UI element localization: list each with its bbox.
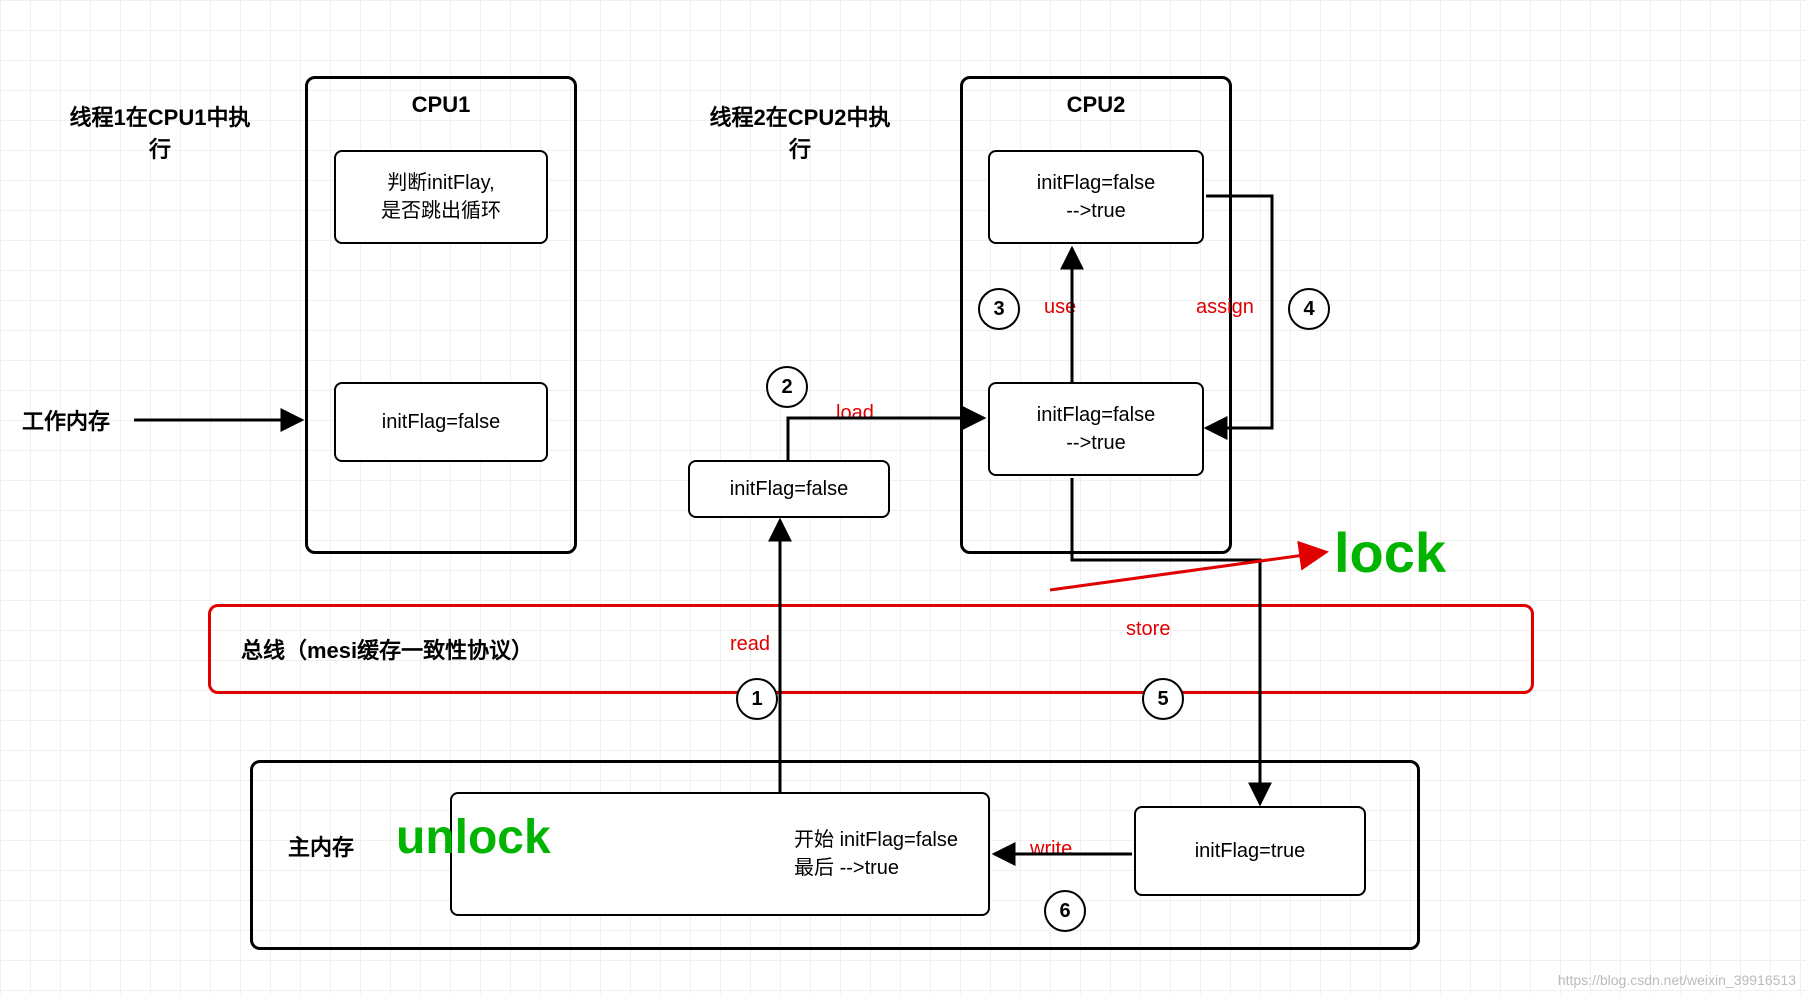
- main-memory-box2: initFlag=true: [1134, 806, 1366, 896]
- cpu1-title: CPU1: [305, 92, 577, 118]
- cpu1-box2-text: initFlag=false: [382, 408, 500, 436]
- cpu1-box-judge: 判断initFlay, 是否跳出循环: [334, 150, 548, 244]
- step-4-num: 4: [1303, 298, 1314, 321]
- cpu1-box1-line1: 判断initFlay,: [387, 169, 494, 197]
- cpu2-box2-line1: initFlag=false: [1037, 401, 1155, 429]
- thread2-caption: 线程2在CPU2中执 行: [690, 100, 910, 164]
- cpu2-box-bottom: initFlag=false -->true: [988, 382, 1204, 476]
- step-1-num: 1: [751, 688, 762, 711]
- cpu2-box2-line2: -->true: [1066, 429, 1125, 457]
- bus-label: 总线（mesi缓存一致性协议）: [241, 633, 533, 665]
- cpu1-container: [305, 76, 577, 554]
- step-4: 4: [1288, 288, 1330, 330]
- bus-box: 总线（mesi缓存一致性协议）: [208, 604, 1534, 694]
- cpu1-box-flag: initFlag=false: [334, 382, 548, 462]
- cpu2-box-top: initFlag=false -->true: [988, 150, 1204, 244]
- op-use: use: [1044, 296, 1076, 319]
- unlock-label: unlock: [396, 810, 551, 865]
- thread1-caption: 线程1在CPU1中执 行: [60, 100, 260, 164]
- intermediate-text: initFlag=false: [730, 475, 848, 503]
- cpu2-box1-line1: initFlag=false: [1037, 169, 1155, 197]
- step-2: 2: [766, 366, 808, 408]
- step-6: 6: [1044, 890, 1086, 932]
- intermediate-flag-box: initFlag=false: [688, 460, 890, 518]
- step-6-num: 6: [1059, 900, 1070, 923]
- cpu2-box1-line2: -->true: [1066, 197, 1125, 225]
- watermark: https://blog.csdn.net/weixin_39916513: [1558, 972, 1796, 988]
- mm-box1-line2: 最后 -->true: [794, 854, 899, 882]
- step-5-num: 5: [1157, 688, 1168, 711]
- cpu1-box1-line2: 是否跳出循环: [381, 197, 501, 225]
- op-store: store: [1126, 618, 1170, 641]
- lock-label: lock: [1334, 520, 1446, 585]
- step-1: 1: [736, 678, 778, 720]
- step-5: 5: [1142, 678, 1184, 720]
- step-2-num: 2: [781, 376, 792, 399]
- op-write: write: [1030, 838, 1072, 861]
- op-load: load: [836, 402, 874, 425]
- mm-box2-text: initFlag=true: [1195, 837, 1306, 865]
- op-assign: assign: [1196, 296, 1254, 319]
- op-read: read: [730, 633, 770, 656]
- step-3-num: 3: [993, 298, 1004, 321]
- step-3: 3: [978, 288, 1020, 330]
- cpu2-title: CPU2: [960, 92, 1232, 118]
- working-memory-label: 工作内存: [22, 404, 110, 436]
- mm-box1-line1: 开始 initFlag=false: [794, 826, 958, 854]
- main-memory-title: 主内存: [288, 830, 354, 862]
